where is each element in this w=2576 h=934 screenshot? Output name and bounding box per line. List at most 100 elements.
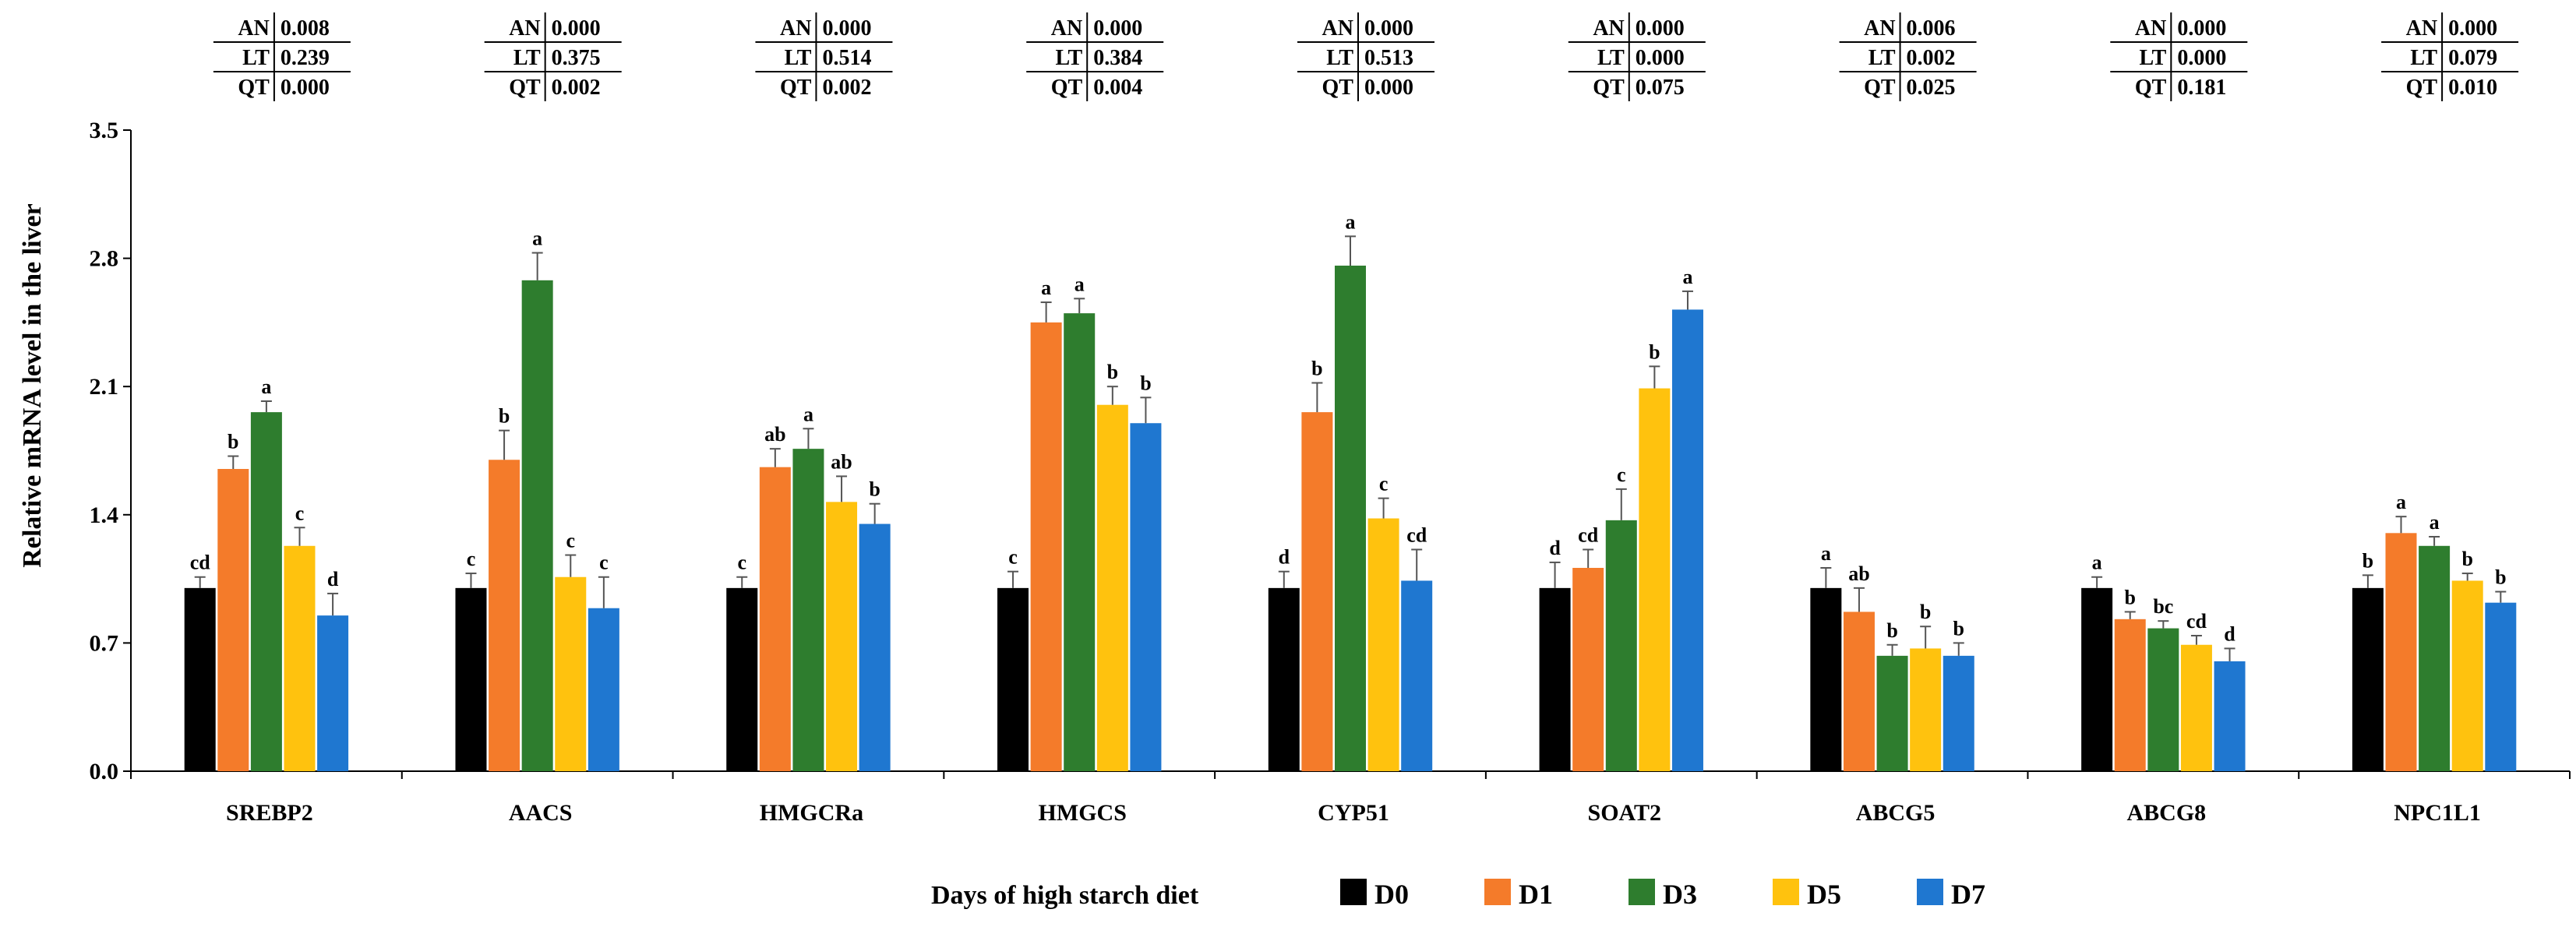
significance-label: d (2224, 622, 2235, 645)
significance-label: b (1920, 601, 1931, 623)
stats-key: QT (2135, 76, 2167, 100)
bar-D7-CYP51 (1401, 580, 1433, 771)
significance-label: a (2430, 511, 2440, 534)
significance-label: ab (764, 423, 785, 446)
stats-key: QT (1322, 76, 1354, 100)
legend: Days of high starch diet D0 D1 D3 D5 D7 (931, 879, 1985, 910)
bar-D5-HMGCRa (826, 502, 858, 771)
stats-key: QT (1593, 76, 1625, 100)
stats-key: LT (1055, 46, 1082, 70)
stats-value: 0.514 (822, 46, 871, 70)
bar-D0-HMGCS (997, 587, 1029, 771)
significance-label: b (869, 478, 880, 501)
stats-key: QT (2406, 76, 2438, 100)
significance-label: c (599, 552, 609, 574)
stats-value: 0.000 (1636, 46, 1685, 70)
significance-label: c (1379, 473, 1389, 495)
legend-label: D5 (1807, 879, 1841, 910)
stats-key: LT (1326, 46, 1353, 70)
bar-D7-SOAT2 (1671, 309, 1703, 771)
category-label: AACS (509, 800, 573, 826)
category-labels: SREBP2 AACS HMGCRa HMGCS CYP51 SOAT2 ABCG5 ABCG… (226, 800, 2481, 826)
significance-label: d (1279, 546, 1290, 569)
significance-label: b (228, 431, 238, 453)
stats-value: 0.008 (281, 16, 330, 41)
category-label: CYP51 (1318, 800, 1389, 826)
y-axis-label: Relative mRNA level in the liver (18, 203, 47, 567)
stats-key: QT (1051, 76, 1083, 100)
stats-value: 0.000 (1093, 16, 1142, 41)
significance-label: a (803, 403, 813, 425)
bar-D1-ABCG8 (2114, 619, 2146, 771)
bar-D5-SOAT2 (1639, 388, 1671, 771)
significance-label: c (566, 530, 575, 552)
stats-value: 0.006 (1907, 16, 1956, 41)
stats-key: LT (1597, 46, 1625, 70)
significance-label: c (1617, 463, 1626, 486)
category-label: SOAT2 (1588, 800, 1661, 826)
stats-tables: AN 0.008 LT 0.239 QT 0.000 AN 0.000 LT 0.375 QT 0.0… (213, 12, 2519, 101)
significance-label: b (1107, 361, 1118, 383)
bar-D7-ABCG8 (2214, 661, 2246, 771)
y-tick-label: 2.1 (90, 374, 119, 400)
stats-table: AN 0.008 LT 0.239 QT 0.000 (213, 12, 351, 101)
significance-label: b (2124, 586, 2135, 608)
stats-value: 0.239 (281, 46, 330, 70)
y-tick-label: 0.0 (90, 759, 119, 784)
stats-key: QT (509, 76, 541, 100)
stats-table: AN 0.000 LT 0.000 QT 0.181 (2110, 12, 2248, 101)
stats-value: 0.000 (1364, 76, 1413, 100)
stats-key: AN (1864, 16, 1895, 41)
bar-D1-SOAT2 (1572, 567, 1604, 771)
stats-key: QT (780, 76, 812, 100)
legend-swatch-D5 (1773, 879, 1799, 905)
significance-label: b (2363, 549, 2373, 572)
stats-value: 0.004 (1093, 76, 1142, 100)
stats-value: 0.075 (1636, 76, 1685, 100)
bar-D0-AACS (455, 587, 487, 771)
stats-value: 0.000 (2177, 46, 2226, 70)
bar-D5-AACS (555, 576, 587, 771)
significance-label: b (1649, 340, 1660, 363)
significance-label: cd (1406, 523, 1427, 546)
bar-D5-ABCG5 (1910, 648, 1942, 771)
bar-D7-HMGCRa (859, 523, 891, 771)
stats-value: 0.384 (1093, 46, 1142, 70)
legend-label: D0 (1374, 879, 1409, 910)
bar-D0-NPC1L1 (2352, 587, 2384, 771)
bar-D3-SREBP2 (250, 412, 282, 771)
stats-table: AN 0.000 LT 0.514 QT 0.002 (755, 12, 893, 101)
bar-D0-SREBP2 (184, 587, 216, 771)
bar-D0-ABCG8 (2081, 587, 2113, 771)
legend-swatch-D1 (1484, 879, 1511, 905)
stats-key: AN (238, 16, 269, 41)
significance-label: cd (190, 552, 211, 574)
stats-value: 0.181 (2177, 76, 2226, 100)
bar-D1-CYP51 (1301, 412, 1333, 771)
significance-label: a (2396, 491, 2406, 513)
stats-key: LT (513, 46, 541, 70)
bar-D1-HMGCRa (759, 467, 791, 771)
significance-label: b (2461, 548, 2472, 570)
stats-value: 0.000 (1364, 16, 1413, 41)
stats-key: AN (1593, 16, 1624, 41)
legend-swatch-D0 (1340, 879, 1367, 905)
bar-D0-CYP51 (1268, 587, 1300, 771)
significance-label: b (499, 405, 510, 428)
stats-table: AN 0.000 LT 0.375 QT 0.002 (484, 12, 622, 101)
stats-key: AN (2135, 16, 2166, 41)
significance-label: bc (2153, 595, 2173, 618)
bar-D3-CYP51 (1335, 266, 1366, 771)
stats-table: AN 0.006 LT 0.002 QT 0.025 (1839, 12, 1977, 101)
stats-value: 0.000 (1636, 16, 1685, 41)
bar-D0-ABCG5 (1810, 587, 1842, 771)
category-label: SREBP2 (226, 800, 313, 826)
stats-table: AN 0.000 LT 0.000 QT 0.075 (1568, 12, 1706, 101)
stats-value: 0.000 (552, 16, 601, 41)
bar-D5-CYP51 (1367, 518, 1399, 771)
bar-D7-NPC1L1 (2485, 602, 2517, 771)
y-tick-label: 3.5 (90, 118, 119, 143)
stats-value: 0.375 (552, 46, 601, 70)
stats-key: AN (2406, 16, 2437, 41)
